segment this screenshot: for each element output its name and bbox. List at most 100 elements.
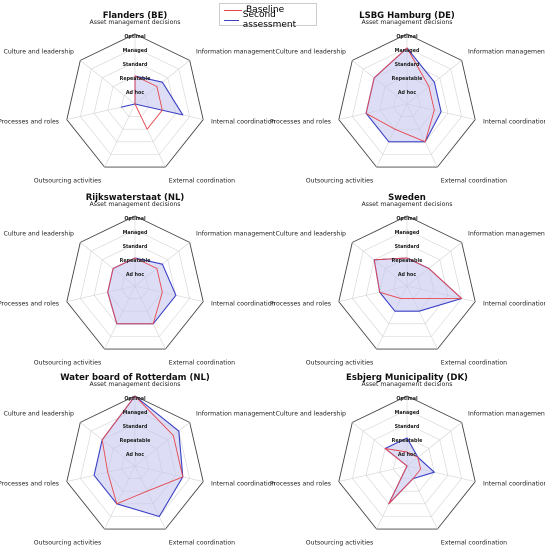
panel-title: Flanders (BE) (103, 11, 168, 21)
series-baseline-line (101, 395, 184, 505)
axis-label-processes-and-roles: Processes and roles (270, 118, 331, 125)
radar-outer-frame (338, 395, 476, 530)
radar-panel: Ad hoc Repeatable Standard Managed Optimal As… (0, 373, 276, 546)
series-baseline-line (373, 257, 463, 300)
axis-label-internal-coordination: Internal coordination (211, 480, 276, 487)
axis-label-culture-and-leadership: Culture and leadership (4, 410, 75, 417)
axis-label-culture-and-leadership: Culture and leadership (276, 410, 347, 417)
level-label-repeatable: Repeatable (120, 438, 151, 444)
axis-label-information-management: Information management (468, 48, 545, 55)
level-label-ad-hoc: Ad hoc (126, 272, 145, 278)
legend-label-baseline: Baseline (246, 5, 285, 15)
level-label-standard: Standard (123, 62, 148, 68)
chart-legend: Baseline Second assessment (219, 3, 317, 30)
level-label-ad-hoc: Ad hoc (398, 452, 417, 458)
level-label-standard: Standard (395, 424, 420, 430)
axis-label-external-coordination: External coordination (441, 177, 507, 184)
series-baseline-line (107, 257, 163, 325)
level-label-managed: Managed (395, 48, 420, 54)
axis-label-information-management: Information management (468, 230, 545, 237)
radar-grid-ring (365, 243, 449, 325)
radar-panel: Ad hoc Repeatable Standard Managed Optimal As… (0, 11, 276, 184)
radar-panel: Ad hoc Repeatable Standard Managed Optimal As… (270, 373, 545, 546)
axis-label-information-management: Information management (468, 410, 545, 417)
level-label-repeatable: Repeatable (120, 76, 151, 82)
radar-outer-frame (338, 33, 476, 168)
radar-grid-ring (80, 409, 190, 517)
level-label-optimal: Optimal (124, 396, 146, 402)
axis-label-internal-coordination: Internal coordination (211, 118, 276, 125)
axis-label-processes-and-roles: Processes and roles (270, 300, 331, 307)
level-label-managed: Managed (123, 48, 148, 54)
radar-grid-ring (365, 423, 449, 505)
axis-label-outsourcing-activities: Outsourcing activities (34, 539, 101, 546)
axis-label-processes-and-roles: Processes and roles (0, 480, 59, 487)
level-label-ad-hoc: Ad hoc (398, 272, 417, 278)
level-label-optimal: Optimal (124, 34, 146, 40)
level-label-repeatable: Repeatable (392, 76, 423, 82)
level-label-managed: Managed (395, 410, 420, 416)
axis-label-outsourcing-activities: Outsourcing activities (34, 359, 101, 366)
legend-item-baseline: Baseline (224, 5, 284, 15)
panel-title: Water board of Rotterdam (NL) (60, 373, 210, 383)
radar-spoke (80, 60, 136, 105)
axis-label-external-coordination: External coordination (169, 359, 235, 366)
axis-label-culture-and-leadership: Culture and leadership (4, 48, 75, 55)
panel-title: Rijkswaterstaat (NL) (86, 193, 185, 203)
radar-spoke (338, 465, 408, 482)
series-baseline-line (384, 448, 422, 505)
radar-grid-ring (93, 61, 177, 143)
axis-label-asset-management-decisions: Asset management decisions (89, 201, 180, 208)
radar-panel: Ad hoc Repeatable Standard Managed Optimal As… (0, 193, 276, 366)
level-label-managed: Managed (123, 410, 148, 416)
legend-item-second-assessment: Second assessment (224, 10, 316, 30)
axis-label-outsourcing-activities: Outsourcing activities (306, 177, 373, 184)
series-second-assessment-area (93, 395, 184, 518)
legend-label-second-assessment: Second assessment (242, 10, 297, 30)
level-label-managed: Managed (395, 230, 420, 236)
axis-label-processes-and-roles: Processes and roles (270, 480, 331, 487)
level-label-standard: Standard (395, 244, 420, 250)
level-label-standard: Standard (123, 424, 148, 430)
level-label-repeatable: Repeatable (392, 438, 423, 444)
axis-label-asset-management-decisions: Asset management decisions (89, 381, 180, 388)
radar-outer-frame (66, 215, 204, 350)
radar-outer-frame (66, 395, 204, 530)
axis-label-culture-and-leadership: Culture and leadership (276, 230, 347, 237)
legend-swatch-second-assessment (224, 19, 239, 21)
series-baseline-line (365, 47, 435, 143)
axis-label-culture-and-leadership: Culture and leadership (4, 230, 75, 237)
level-label-standard: Standard (395, 62, 420, 68)
axis-label-asset-management-decisions: Asset management decisions (361, 381, 452, 388)
level-label-optimal: Optimal (124, 216, 146, 222)
series-second-assessment-area (373, 257, 463, 312)
axis-label-internal-coordination: Internal coordination (483, 480, 545, 487)
axis-label-outsourcing-activities: Outsourcing activities (34, 177, 101, 184)
radar-grid-ring (80, 47, 190, 155)
axis-label-processes-and-roles: Processes and roles (0, 118, 59, 125)
series-baseline-line (134, 75, 163, 130)
axis-label-outsourcing-activities: Outsourcing activities (306, 359, 373, 366)
axis-label-internal-coordination: Internal coordination (483, 118, 545, 125)
radar-grid-ring (80, 229, 190, 337)
level-label-optimal: Optimal (396, 34, 418, 40)
radar-panel: Ad hoc Repeatable Standard Managed Optimal As… (270, 11, 545, 184)
axis-label-asset-management-decisions: Asset management decisions (89, 19, 180, 26)
level-label-optimal: Optimal (396, 216, 418, 222)
panel-title: Esbjerg Municipality (DK) (346, 373, 468, 383)
level-label-optimal: Optimal (396, 396, 418, 402)
radar-grid-ring (352, 47, 462, 155)
level-label-repeatable: Repeatable (120, 258, 151, 264)
axis-label-external-coordination: External coordination (169, 177, 235, 184)
axis-label-internal-coordination: Internal coordination (211, 300, 276, 307)
axis-label-asset-management-decisions: Asset management decisions (361, 201, 452, 208)
radar-panel: Ad hoc Repeatable Standard Managed Optimal As… (270, 193, 545, 366)
axis-label-outsourcing-activities: Outsourcing activities (306, 539, 373, 546)
axis-label-external-coordination: External coordination (441, 539, 507, 546)
axis-label-asset-management-decisions: Asset management decisions (361, 19, 452, 26)
axis-label-external-coordination: External coordination (169, 539, 235, 546)
radar-grid-ring (379, 437, 435, 492)
level-label-ad-hoc: Ad hoc (126, 452, 145, 458)
radar-outer-frame (66, 33, 204, 168)
